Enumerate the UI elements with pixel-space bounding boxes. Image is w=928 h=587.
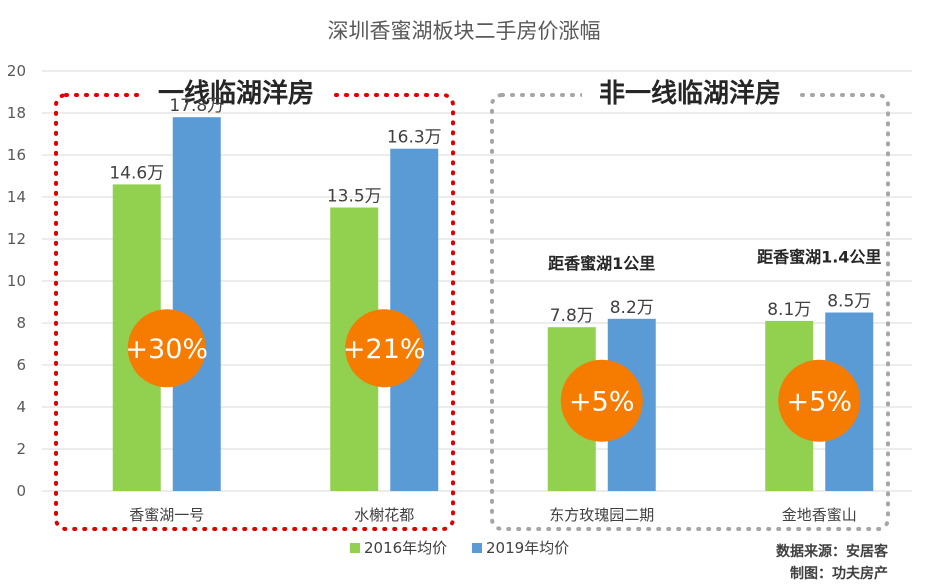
growth-label: +30% <box>125 334 208 365</box>
growth-label: +5% <box>787 387 852 418</box>
data-label: 8.2万 <box>610 298 654 318</box>
bar <box>172 117 221 491</box>
legend-label: 2016年均价 <box>364 539 447 557</box>
distance-note: 距香蜜湖1.4公里 <box>757 248 881 267</box>
data-label: 8.5万 <box>827 292 871 312</box>
chart-title: 深圳香蜜湖板块二手房价涨幅 <box>328 19 601 43</box>
growth-badge <box>560 359 643 442</box>
y-tick-label: 14 <box>7 188 26 206</box>
group-label-bg <box>143 76 329 112</box>
distance-note: 距香蜜湖1公里 <box>548 254 655 273</box>
group-label: 一线临湖洋房 <box>158 78 314 109</box>
credit-note: 制图：功夫房产 <box>790 565 888 582</box>
y-tick-label: 18 <box>7 104 26 122</box>
data-label: 8.1万 <box>767 300 811 320</box>
x-tick-label: 水榭花都 <box>354 506 414 524</box>
data-labels: 14.6万 17.8万 13.5万 16.3万 7.8万 8.2万 距香蜜湖1公里 8.1万 8… <box>109 96 881 326</box>
y-tick-label: 12 <box>7 230 26 248</box>
y-tick-label: 4 <box>16 398 26 416</box>
growth-badge <box>127 309 206 388</box>
growth-label: +21% <box>343 334 426 365</box>
y-tick-label: 6 <box>16 356 26 374</box>
data-label: 13.5万 <box>327 187 382 207</box>
data-label: 7.8万 <box>550 306 594 326</box>
growth-badge <box>345 309 424 388</box>
legend-label: 2019年均价 <box>486 539 569 557</box>
y-tick-label: 20 <box>7 62 26 80</box>
legend: 2016年均价 2019年均价 <box>350 539 569 557</box>
y-axis-ticks: 0 2 4 6 8 10 12 14 16 18 20 <box>7 62 26 500</box>
y-tick-label: 10 <box>7 272 26 290</box>
bars <box>112 117 874 491</box>
data-label: 14.6万 <box>109 163 164 183</box>
growth-label: +5% <box>569 387 634 418</box>
growth-badge <box>778 359 861 442</box>
group-label-bg <box>582 76 798 112</box>
data-label: 16.3万 <box>387 128 442 148</box>
legend-swatch <box>472 543 482 553</box>
data-label: 17.8万 <box>169 96 224 116</box>
group-boxes: 一线临湖洋房 非一线临湖洋房 <box>54 76 890 531</box>
growth-badges: +30% +21% +5% +5% <box>125 309 861 442</box>
y-tick-label: 8 <box>16 314 26 332</box>
y-tick-label: 16 <box>7 146 26 164</box>
x-tick-label: 金地香蜜山 <box>782 506 857 524</box>
group-label: 非一线临湖洋房 <box>599 78 781 109</box>
x-tick-label: 香蜜湖一号 <box>129 506 204 524</box>
legend-swatch <box>350 543 360 553</box>
x-tick-label: 东方玫瑰园二期 <box>549 506 654 524</box>
y-tick-label: 2 <box>16 440 26 458</box>
y-tick-label: 0 <box>16 482 26 500</box>
x-axis-categories: 香蜜湖一号 水榭花都 东方玫瑰园二期 金地香蜜山 <box>129 506 857 524</box>
source-note: 数据来源：安居客 <box>776 543 889 560</box>
